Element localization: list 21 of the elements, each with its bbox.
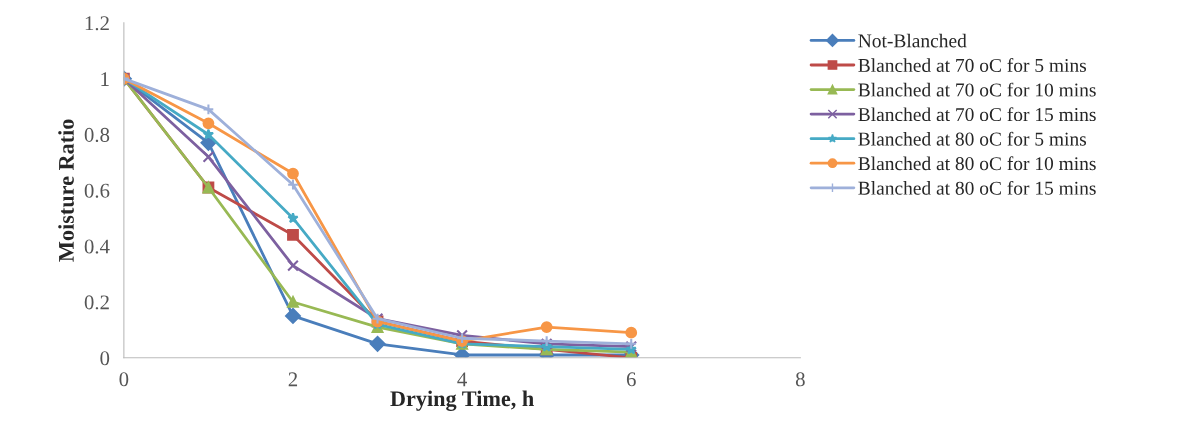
- y-tick-label: 1.2: [85, 16, 109, 31]
- x-tick-label: 4: [457, 372, 467, 387]
- x-axis-title: Drying Time, h: [390, 390, 534, 411]
- y-axis-title: Moisture Ratio: [58, 119, 74, 262]
- y-tick-label: 0.2: [84, 295, 109, 310]
- y-tick-label: 0.6: [84, 183, 110, 198]
- legend-label: Blanched at 80 oC for 15 mins: [858, 180, 1096, 195]
- x-tick-label: 0: [119, 372, 129, 387]
- y-tick-label: 0.8: [84, 127, 110, 142]
- legend-label: Blanched at 80 oC for 10 mins: [858, 156, 1096, 171]
- legend-label: Blanched at 80 oC for 5 mins: [858, 131, 1087, 146]
- y-tick-label: 0: [100, 351, 110, 366]
- legend-label: Blanched at 70 oC for 5 mins: [858, 58, 1087, 72]
- y-tick-label: 0.4: [84, 239, 110, 254]
- legend-label: Not-Blanched: [858, 33, 967, 48]
- y-tick-label: 1: [101, 72, 109, 86]
- x-tick-label: 2: [288, 372, 298, 387]
- legend-label: Blanched at 70 oC for 10 mins: [858, 82, 1096, 97]
- legend-label: Blanched at 70 oC for 15 mins: [858, 107, 1096, 122]
- x-tick-label: 8: [795, 372, 805, 387]
- x-tick-label: 6: [626, 372, 636, 387]
